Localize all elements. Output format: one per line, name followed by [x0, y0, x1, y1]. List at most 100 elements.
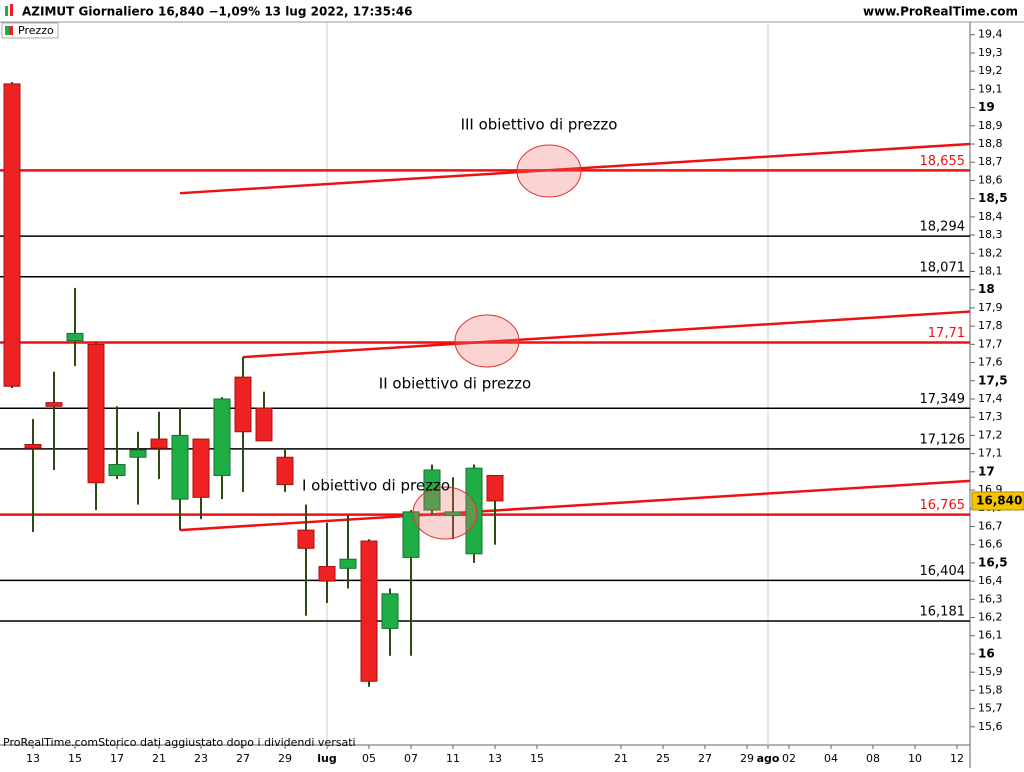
y-tick-label: 18 — [978, 282, 995, 296]
level-label: 18,655 — [920, 154, 966, 169]
y-tick-label: 18,3 — [978, 228, 1003, 241]
level-label: 17,349 — [920, 392, 966, 407]
x-tick-label: 15 — [68, 752, 82, 765]
candle-body — [423, 469, 441, 511]
trendline — [179, 479, 971, 532]
x-tick-label: 21 — [614, 752, 628, 765]
header-site: www.ProRealTime.com — [863, 5, 1018, 19]
y-tick-label: 17,4 — [978, 392, 1003, 405]
candle-body — [486, 474, 504, 502]
x-tick-label: ago — [757, 752, 780, 765]
y-tick-label: 18,7 — [978, 155, 1003, 168]
last-price-label: 16,840 — [976, 493, 1022, 507]
candle-body — [339, 558, 357, 569]
trendline — [242, 310, 971, 359]
level-label: 16,404 — [920, 564, 966, 579]
x-tick-label: lug — [317, 752, 336, 765]
x-tick-label: 17 — [110, 752, 124, 765]
y-tick-label: 15,9 — [978, 665, 1003, 678]
marks — [3, 82, 504, 687]
x-tick-label: 25 — [656, 752, 670, 765]
y-tick-label: 17,8 — [978, 319, 1003, 332]
candle-body — [192, 438, 210, 498]
level-label: 17,71 — [928, 326, 965, 341]
y-tick-label: 17,7 — [978, 337, 1003, 350]
y-tick-label: 16,1 — [978, 629, 1003, 642]
candle-body — [276, 456, 294, 486]
y-tick-label: 16,7 — [978, 519, 1003, 532]
y-tick-label: 17,5 — [978, 373, 1008, 387]
level-label: 18,071 — [920, 260, 966, 275]
x-tick-label: 11 — [446, 752, 460, 765]
candle-body — [87, 343, 105, 484]
y-tick-label: 19,2 — [978, 64, 1003, 77]
candle-body — [129, 449, 147, 458]
x-tick-label: 13 — [488, 752, 502, 765]
y-tick-label: 19 — [978, 100, 995, 114]
level-label: 16,181 — [920, 604, 966, 619]
y-tick-label: 18,6 — [978, 173, 1003, 186]
y-tick-label: 17,6 — [978, 356, 1003, 369]
level-label: 17,126 — [920, 432, 966, 447]
x-tick-label: 21 — [152, 752, 166, 765]
legend-icon — [9, 26, 13, 35]
y-tick-label: 17,2 — [978, 428, 1003, 441]
x-tick-label: 13 — [26, 752, 40, 765]
x-tick-label: 08 — [866, 752, 880, 765]
trendline — [179, 142, 971, 195]
y-tick-label: 15,6 — [978, 720, 1003, 733]
candle-body — [150, 438, 168, 449]
candle-body — [255, 407, 273, 442]
x-tick-label: 04 — [824, 752, 838, 765]
x-tick-label: 15 — [530, 752, 544, 765]
y-tick-label: 15,7 — [978, 702, 1003, 715]
y-tick-label: 16,2 — [978, 611, 1003, 624]
x-tick-label: 23 — [194, 752, 208, 765]
x-tick-label: 29 — [740, 752, 754, 765]
candle-body — [234, 376, 252, 433]
candle-body — [297, 529, 315, 549]
y-tick-label: 18,9 — [978, 119, 1003, 132]
legend-icon — [5, 26, 9, 35]
y-tick-label: 16,3 — [978, 592, 1003, 605]
y-tick-label: 17,1 — [978, 447, 1003, 460]
logo — [10, 4, 13, 16]
target-circle — [454, 314, 520, 368]
candle-body — [3, 83, 21, 387]
grid: 18,655 18,294 18,071 17,71 17,349 17,126 16,76… — [0, 22, 971, 745]
candle-body — [171, 434, 189, 500]
y-tick-label: 17,9 — [978, 301, 1003, 314]
x-tick-label: 12 — [950, 752, 964, 765]
y-tick-label: 17 — [978, 464, 995, 478]
y-tick-label: 18,4 — [978, 210, 1003, 223]
target-circle — [412, 486, 478, 540]
x-tick-label: 07 — [404, 752, 418, 765]
candle-body — [444, 511, 462, 517]
x-tick-label: 29 — [278, 752, 292, 765]
candle-body — [108, 464, 126, 476]
y-tick-label: 18,1 — [978, 264, 1003, 277]
candle-body — [465, 467, 483, 555]
x-tick-label: 27 — [236, 752, 250, 765]
target-circle — [516, 144, 582, 198]
y-tick-label: 16,5 — [978, 555, 1008, 569]
y-tick-label: 19,4 — [978, 28, 1003, 41]
candle-body — [45, 402, 63, 407]
y-tick-label: 19,3 — [978, 46, 1003, 59]
level-label: 18,294 — [920, 220, 966, 235]
y-tick-label: 17,3 — [978, 410, 1003, 423]
header-title: AZIMUT Giornaliero 16,840 −1,09% 13 lug … — [22, 5, 412, 19]
legend-box — [1, 22, 59, 39]
candle-body — [213, 398, 231, 476]
candle-body — [381, 593, 399, 629]
candle-body — [318, 566, 336, 582]
y-tick-label: 18,2 — [978, 246, 1003, 259]
y-tick-label: 19,1 — [978, 82, 1003, 95]
x-tick-label: 02 — [782, 752, 796, 765]
y-tick-label: 16 — [978, 646, 995, 660]
x-tick-label: 10 — [908, 752, 922, 765]
level-label: 16,765 — [920, 498, 966, 513]
legend-label: Prezzo — [18, 24, 54, 37]
